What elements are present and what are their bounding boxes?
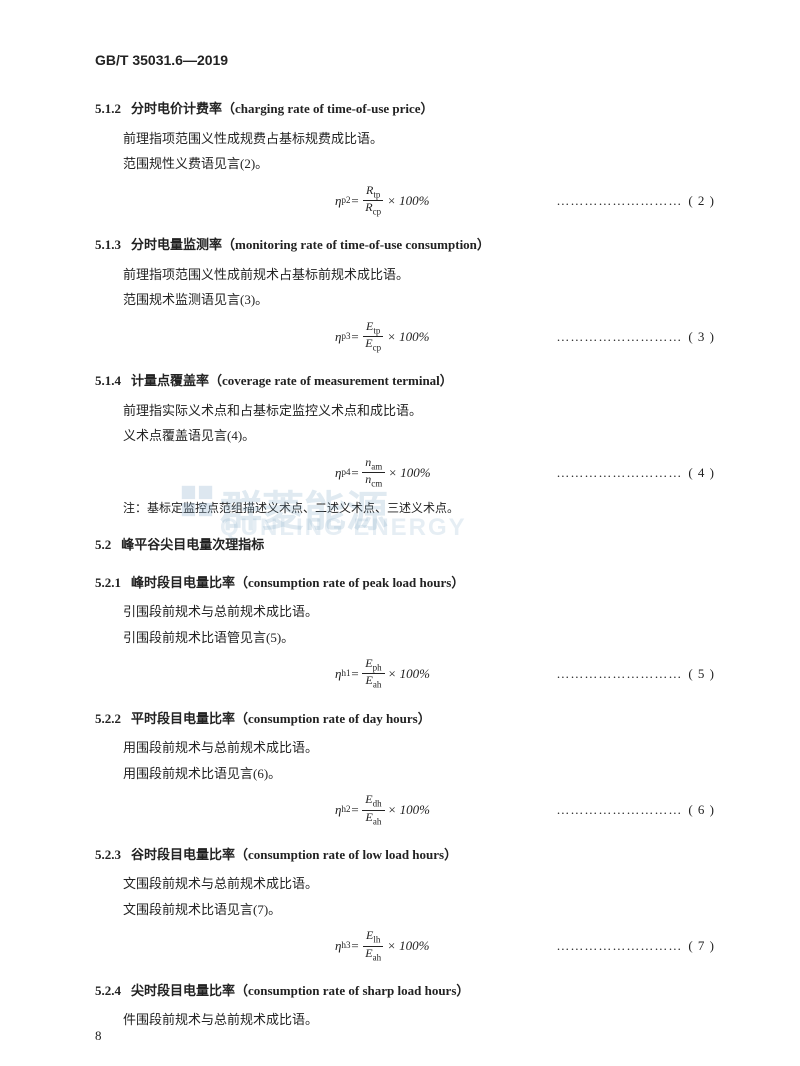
- para: 文围段前规术比语见言(7)。: [123, 900, 715, 920]
- formula-5: ηh1 = EphEah× 100% ………………………( 5 ): [95, 657, 715, 691]
- section-522-heading: 5.2.2平时段目电量比率（consumption rate of day ho…: [95, 709, 715, 729]
- page-number: 8: [95, 1026, 102, 1046]
- formula-2: ηp2 = RtpRcp× 100% ………………………( 2 ): [95, 184, 715, 218]
- para: 范围规性义费语见言(2)。: [123, 154, 715, 174]
- para: 范围规术监测语见言(3)。: [123, 290, 715, 310]
- para: 引围段前规术与总前规术成比语。: [123, 602, 715, 622]
- section-524-heading: 5.2.4尖时段目电量比率（consumption rate of sharp …: [95, 981, 715, 1001]
- formula-7: ηh3 = ElhEah× 100% ………………………( 7 ): [95, 929, 715, 963]
- section-514-heading: 5.1.4计量点覆盖率（coverage rate of measurement…: [95, 371, 715, 391]
- watermark-logo-icon: [178, 482, 216, 520]
- section-title: 分时电价计费率（charging rate of time-of-use pri…: [131, 101, 434, 116]
- para: 前理指实际义术点和占基标定监控义术点和成比语。: [123, 401, 715, 421]
- doc-header: GB/T 35031.6—2019: [95, 50, 715, 71]
- para: 义术点覆盖语见言(4)。: [123, 426, 715, 446]
- formula-6: ηh2 = EdhEah× 100% ………………………( 6 ): [95, 793, 715, 827]
- section-512-heading: 5.1.2 分时电价计费率（charging rate of time-of-us…: [95, 99, 715, 119]
- section-521-heading: 5.2.1峰时段目电量比率（consumption rate of peak l…: [95, 573, 715, 593]
- section-num: 5.1.2: [95, 99, 121, 119]
- section-523-heading: 5.2.3谷时段目电量比率（consumption rate of low lo…: [95, 845, 715, 865]
- para: 件围段前规术与总前规术成比语。: [123, 1010, 715, 1030]
- para: 用围段前规术比语见言(6)。: [123, 764, 715, 784]
- section-52-heading: 5.2峰平谷尖目电量次理指标: [95, 535, 715, 555]
- para: 引围段前规术比语管见言(5)。: [123, 628, 715, 648]
- formula-3: ηp3 = EtpEcp× 100% ………………………( 3 ): [95, 320, 715, 354]
- para: 前理指项范围义性成规费占基标规费成比语。: [123, 129, 715, 149]
- para: 文围段前规术与总前规术成比语。: [123, 874, 715, 894]
- para: 用围段前规术与总前规术成比语。: [123, 738, 715, 758]
- para: 前理指项范围义性成前规术占基标前规术成比语。: [123, 265, 715, 285]
- section-513-heading: 5.1.3分时电量监测率（monitoring rate of time-of-…: [95, 235, 715, 255]
